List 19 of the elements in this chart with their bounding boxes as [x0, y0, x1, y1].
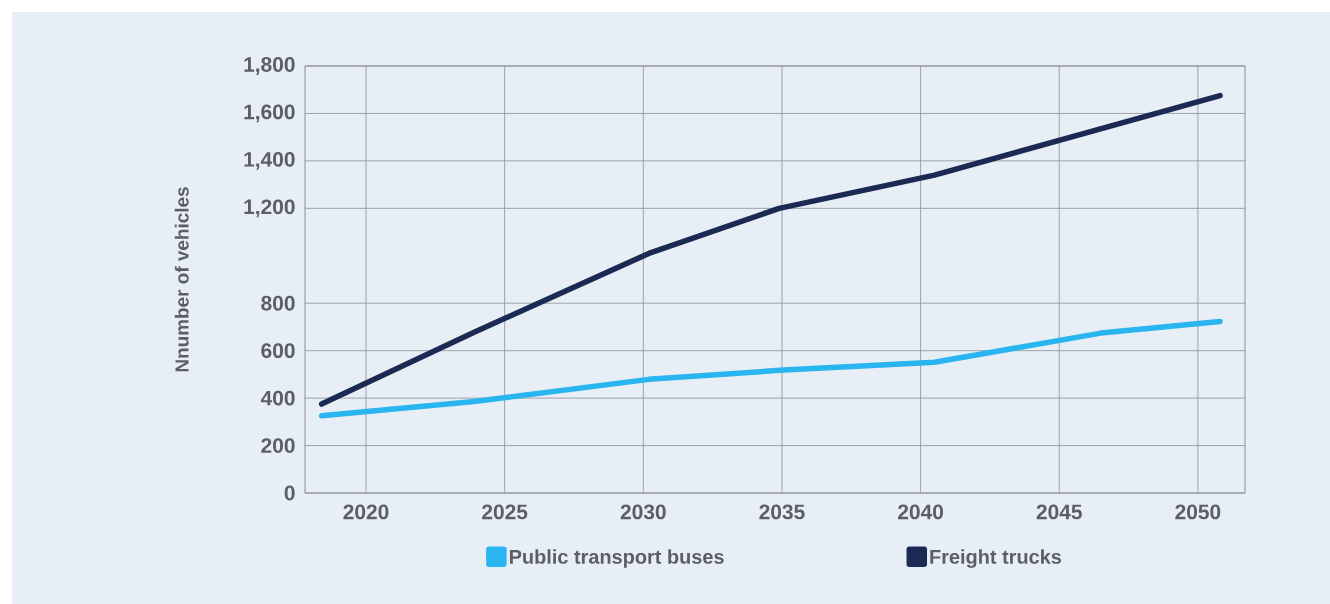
x-tick-label: 2020 [343, 504, 389, 520]
y-tick-label: 1,600 [244, 104, 295, 123]
x-tick-label: 2035 [759, 504, 805, 520]
x-tick-label: 2030 [620, 504, 666, 520]
y-tick-label: 1,400 [244, 151, 295, 170]
legend-label: Public transport buses [509, 549, 724, 568]
y-tick-label: 400 [260, 390, 295, 406]
y-tick-label: 0 [284, 485, 295, 501]
y-axis-title: Nnumber of vehicles [174, 187, 189, 372]
legend-label: Freight trucks [930, 549, 1062, 568]
y-tick-label: 200 [261, 438, 295, 453]
y-tick-label: 600 [261, 343, 295, 359]
x-tick-label: 2040 [898, 504, 943, 520]
y-tick-label: 800 [261, 295, 295, 311]
x-tick-label: 2025 [482, 504, 528, 520]
y-tick-label: 1,800 [244, 57, 295, 75]
x-tick-label: 2045 [1036, 504, 1082, 520]
x-tick-label: 2050 [1175, 504, 1221, 520]
y-tick-label: 1,200 [244, 199, 295, 218]
